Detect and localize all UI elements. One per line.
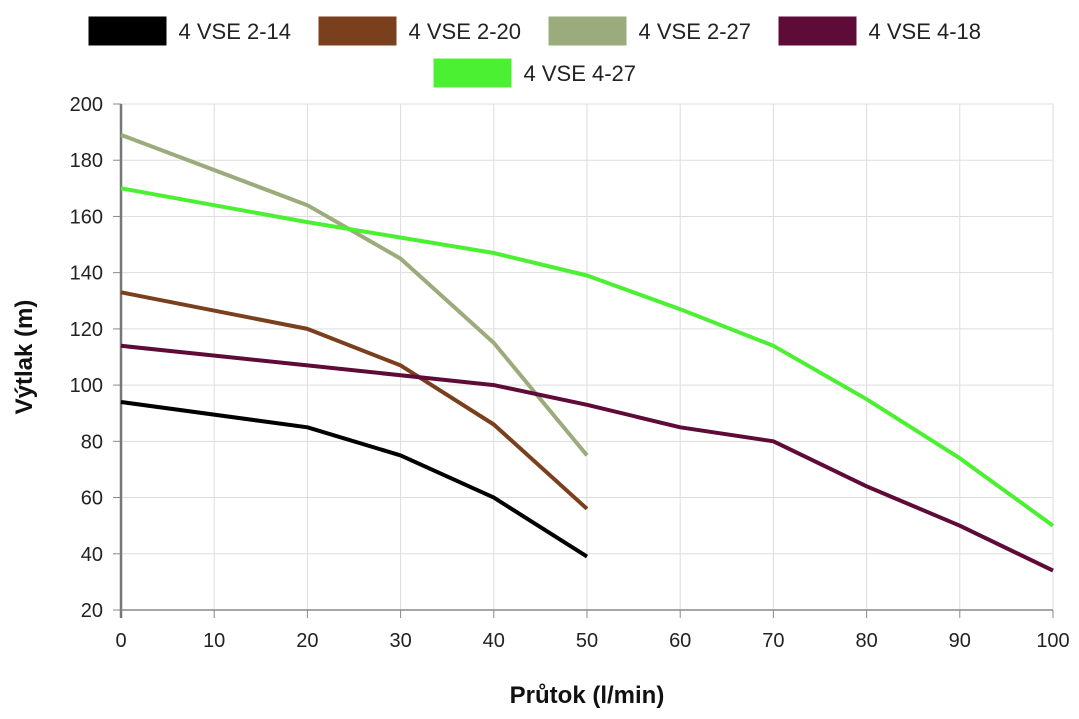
legend-item: 4 VSE 4-18 bbox=[778, 16, 982, 46]
legend-label: 4 VSE 2-20 bbox=[409, 19, 522, 44]
x-tick-label: 60 bbox=[669, 630, 691, 652]
legend-item: 4 VSE 4-27 bbox=[433, 58, 637, 88]
y-tick-label: 60 bbox=[81, 488, 103, 510]
legend-swatch bbox=[88, 16, 167, 46]
legend-label: 4 VSE 4-27 bbox=[524, 61, 637, 86]
legend-swatch bbox=[433, 58, 512, 88]
series-group bbox=[120, 133, 1055, 573]
y-axis-title: Výtlak (m) bbox=[11, 300, 38, 415]
y-tick-label: 200 bbox=[70, 94, 103, 116]
legend-label: 4 VSE 2-14 bbox=[179, 19, 292, 44]
legend-item: 4 VSE 2-27 bbox=[548, 16, 752, 46]
y-tick-label: 80 bbox=[81, 431, 103, 453]
y-tick-label: 120 bbox=[70, 319, 103, 341]
x-tick-label: 100 bbox=[1036, 630, 1069, 652]
series-line bbox=[120, 186, 1055, 528]
y-tick-label: 160 bbox=[70, 206, 103, 228]
x-tick-label: 30 bbox=[389, 630, 411, 652]
grid bbox=[120, 103, 1054, 611]
legend-swatch bbox=[778, 16, 857, 46]
series-line bbox=[120, 343, 1054, 573]
x-tick-label: 0 bbox=[115, 630, 126, 652]
x-axis-title: Průtok (l/min) bbox=[510, 682, 665, 709]
legend: 4 VSE 2-14 4 VSE 2-20 4 VSE 2-27 4 VSE 4-18… bbox=[88, 16, 982, 88]
x-tick-label: 70 bbox=[762, 630, 784, 652]
legend-label: 4 VSE 4-18 bbox=[869, 19, 982, 44]
x-tick-label: 40 bbox=[483, 630, 505, 652]
y-tick-label: 140 bbox=[70, 263, 103, 285]
series-line bbox=[120, 290, 589, 511]
x-tick-label: 90 bbox=[949, 630, 971, 652]
legend-swatch bbox=[548, 16, 627, 46]
series-line bbox=[120, 133, 589, 457]
y-tick-label: 100 bbox=[70, 375, 103, 397]
legend-swatch bbox=[318, 16, 397, 46]
x-tick-labels: 0 10 20 30 40 50 60 70 80 90 100 bbox=[115, 630, 1069, 652]
y-tick-label: 40 bbox=[81, 544, 103, 566]
legend-label: 4 VSE 2-27 bbox=[639, 19, 752, 44]
x-tick-label: 10 bbox=[203, 630, 225, 652]
y-tick-label: 180 bbox=[70, 150, 103, 172]
legend-item: 4 VSE 2-20 bbox=[318, 16, 522, 46]
x-tick-label: 20 bbox=[296, 630, 318, 652]
y-tick-labels: 20 40 60 80 100 120 140 160 180 200 bbox=[70, 94, 103, 622]
x-tick-label: 80 bbox=[855, 630, 877, 652]
series-line bbox=[120, 400, 589, 559]
y-tick-label: 20 bbox=[81, 600, 103, 622]
x-tick-label: 50 bbox=[576, 630, 598, 652]
legend-item: 4 VSE 2-14 bbox=[88, 16, 292, 46]
